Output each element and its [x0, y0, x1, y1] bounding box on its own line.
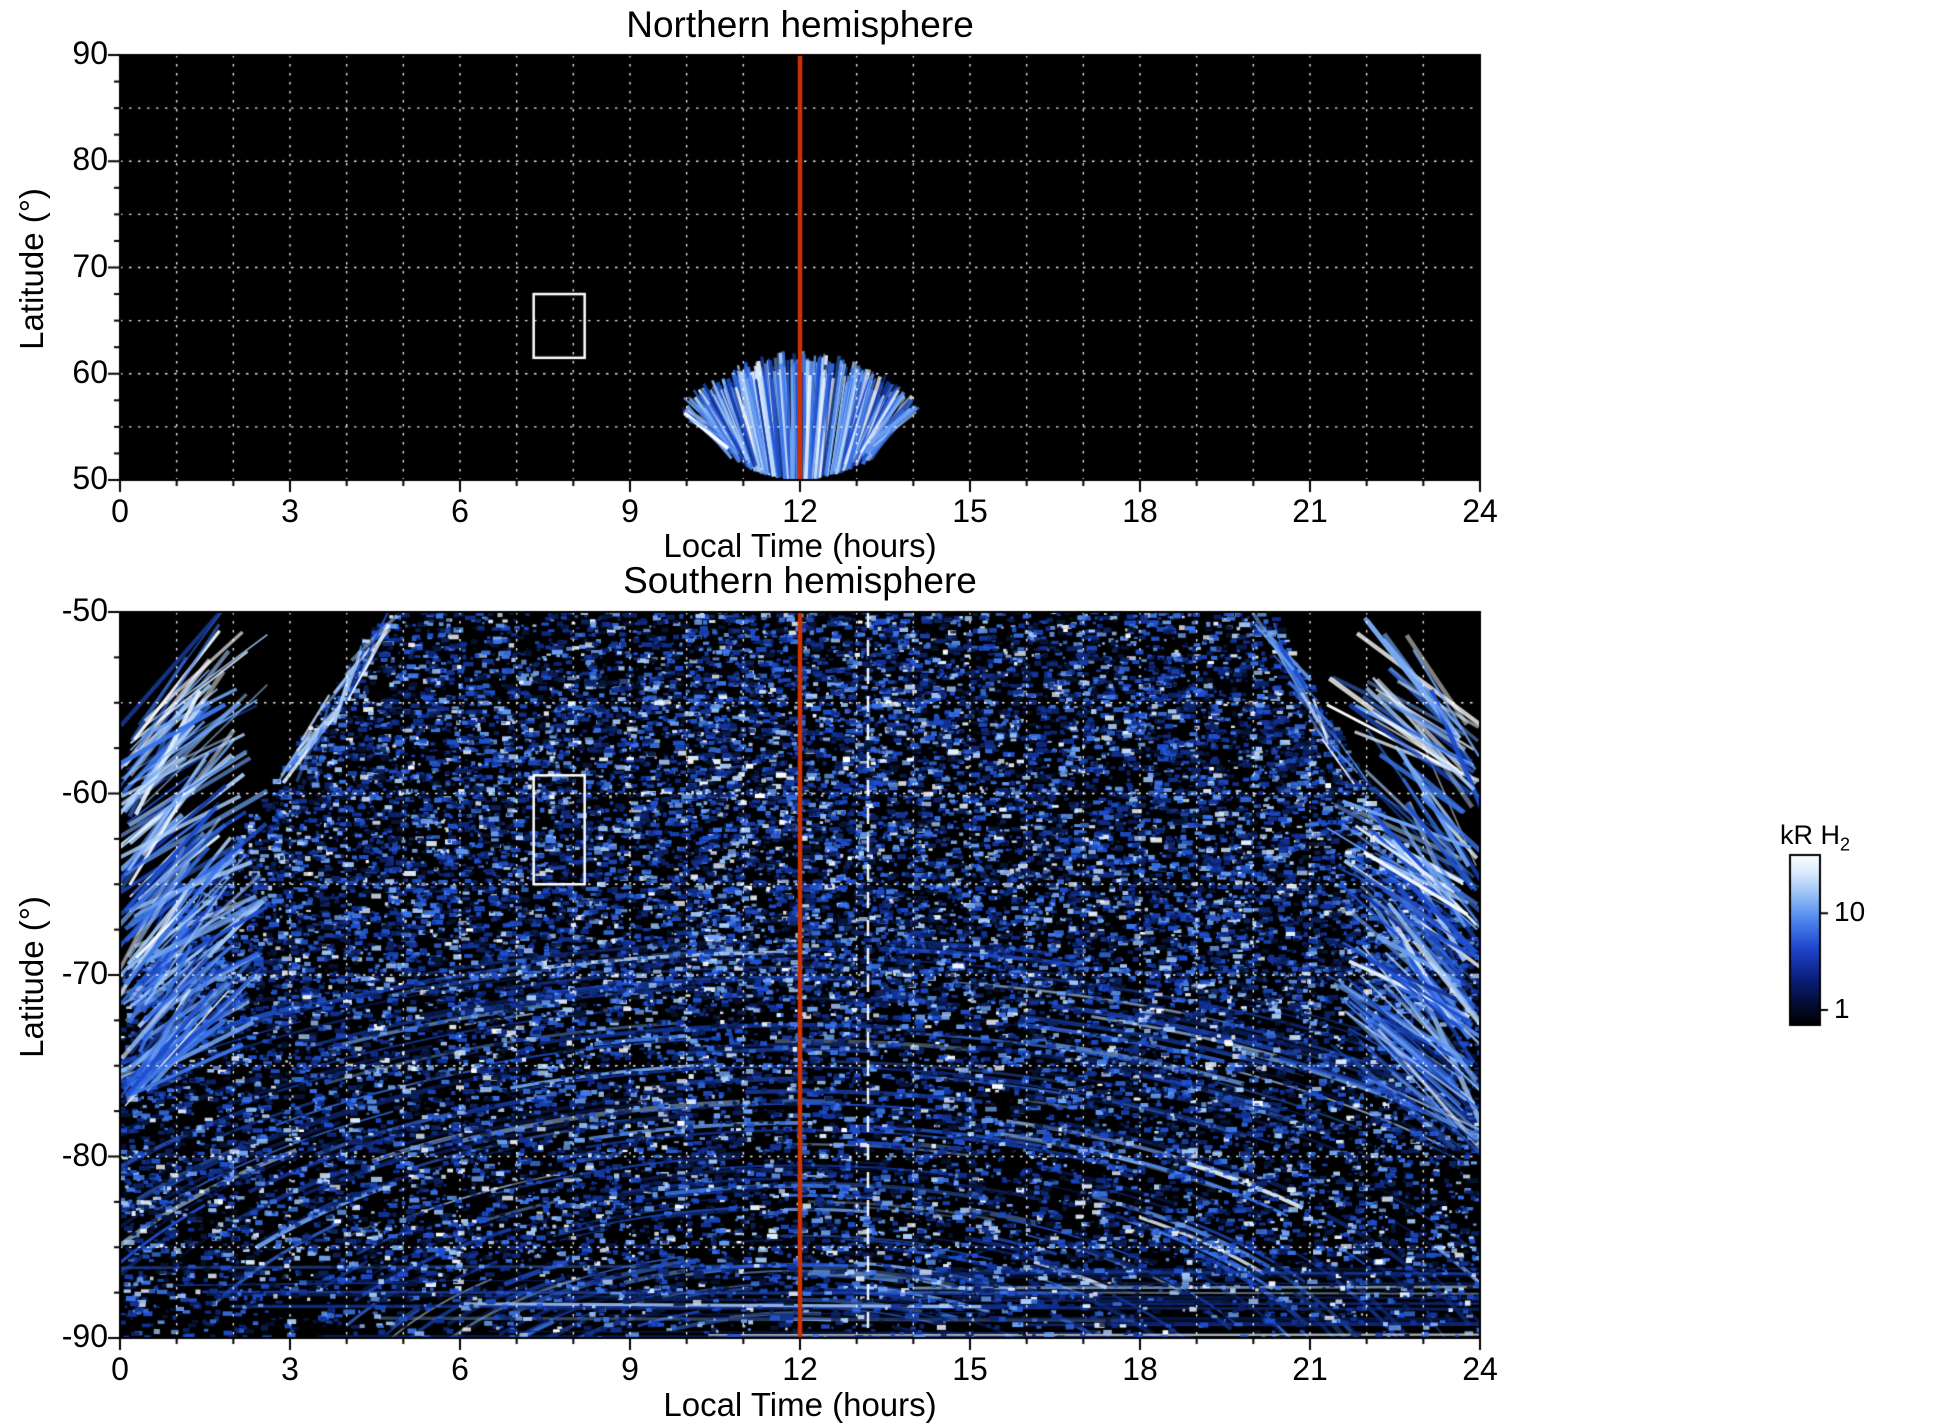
north-y-tick-label: 70 [72, 247, 108, 284]
south-x-tick-label: 9 [621, 1351, 639, 1387]
south-x-tick-label: 6 [451, 1351, 469, 1387]
north-y-tick-label: 50 [72, 460, 108, 496]
north-y-tick-label: 80 [72, 141, 108, 178]
south-x-tick-label: 21 [1292, 1351, 1328, 1387]
north-x-tick-label: 3 [281, 493, 299, 529]
south-x-tick-label: 24 [1462, 1351, 1498, 1387]
north-panel-title: Northern hemisphere [626, 4, 974, 45]
south-x-tick-label: 3 [281, 1351, 299, 1387]
south-y-tick-label: -60 [61, 773, 108, 810]
north-x-axis-label: Local Time (hours) [663, 527, 937, 564]
colorbar-label: kR H2 [1780, 820, 1850, 855]
south-x-axis-label: Local Time (hours) [663, 1386, 937, 1423]
colorbar-label-text: kR H [1780, 820, 1840, 850]
south-x-tick-label: 12 [782, 1351, 818, 1387]
north-x-tick-label: 12 [782, 493, 818, 529]
north-x-tick-label: 18 [1122, 493, 1158, 529]
south-y-tick-label: -90 [61, 1318, 108, 1354]
colorbar-tick-label: 10 [1834, 896, 1866, 928]
south-y-tick-label: -80 [61, 1136, 108, 1173]
north-x-tick-label: 9 [621, 493, 639, 529]
north-x-tick-label: 6 [451, 493, 469, 529]
north-x-tick-label: 21 [1292, 493, 1328, 529]
north-x-tick-label: 15 [952, 493, 988, 529]
south-x-tick-label: 18 [1122, 1351, 1158, 1387]
south-x-tick-label: 15 [952, 1351, 988, 1387]
north-x-tick-label: 24 [1462, 493, 1498, 529]
south-y-tick-label: -50 [61, 592, 108, 628]
north-y-tick-label: 90 [72, 35, 108, 71]
north-x-tick-label: 0 [111, 493, 129, 529]
south-panel-title: Southern hemisphere [623, 560, 977, 601]
south-y-tick-label: -70 [61, 955, 108, 991]
colorbar-label-subscript: 2 [1840, 834, 1851, 855]
south-x-tick-label: 0 [111, 1351, 129, 1387]
colorbar-tick-label: 1 [1834, 993, 1850, 1024]
north-y-tick-label: 60 [72, 353, 108, 390]
